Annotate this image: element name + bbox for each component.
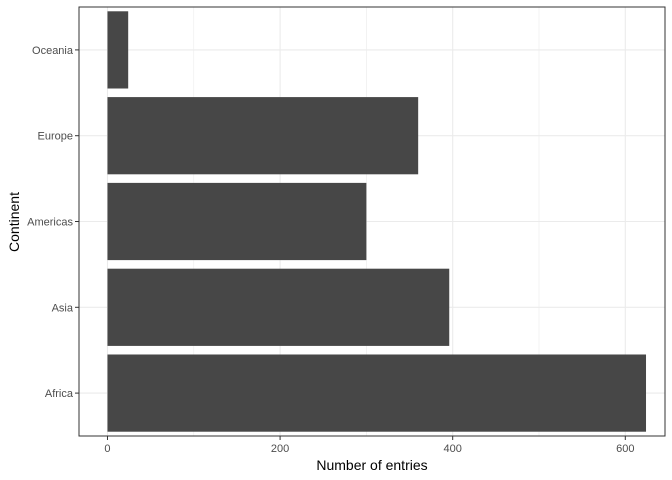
bar-asia [107,268,450,346]
bar-oceania [107,11,129,89]
y-tick-label: Europe [38,131,73,143]
y-tick-label: Africa [45,388,74,400]
bars [107,11,647,432]
y-tick-label: Asia [52,302,74,314]
x-axis-ticks: 0 200 400 600 [104,436,634,455]
y-tick-label: Americas [27,217,73,229]
y-axis-ticks: Africa Asia Americas Europe Oceania [27,45,79,400]
x-tick-label: 400 [444,443,462,455]
bar-africa [107,354,647,432]
y-tick-label: Oceania [32,45,74,57]
x-tick-label: 0 [104,443,110,455]
bar-europe [107,97,419,175]
y-axis-title: Continent [6,192,22,252]
x-tick-label: 200 [271,443,289,455]
x-axis-title: Number of entries [316,457,427,473]
bar-americas [107,182,367,261]
x-tick-label: 600 [616,443,634,455]
